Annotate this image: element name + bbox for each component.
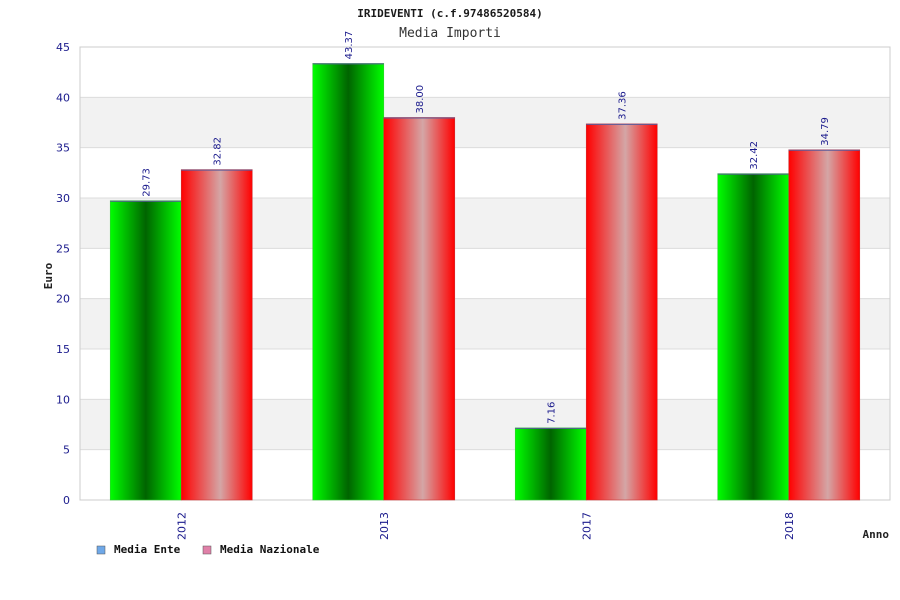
legend-label-media-nazionale: Media Nazionale <box>220 543 320 556</box>
bar-ente-2012 <box>109 200 182 501</box>
x-axis-ticks: 2012 2013 2017 2018 <box>175 512 796 540</box>
data-label-nazionale-2013: 38.00 <box>415 85 426 114</box>
data-label-ente-2012: 29.73 <box>142 168 153 197</box>
y-tick-label: 0 <box>63 494 70 507</box>
grid-band <box>80 97 890 148</box>
data-label-ente-2018: 32.42 <box>749 141 760 170</box>
bar-ente-2017 <box>514 427 587 501</box>
plot-frame <box>79 46 891 501</box>
data-label-ente-2017: 7.16 <box>547 402 558 424</box>
data-label-ente-2013: 43.37 <box>344 31 355 60</box>
legend-label-media-ente: Media Ente <box>114 543 181 556</box>
legend-swatch-media-ente <box>96 545 106 555</box>
y-tick-label: 15 <box>56 343 70 356</box>
bars <box>109 63 861 501</box>
y-tick-label: 20 <box>56 293 70 306</box>
bar-ente-2013 <box>312 63 385 501</box>
x-tick-label: 2017 <box>580 512 593 540</box>
x-tick-label: 2018 <box>783 512 796 540</box>
bar-nazionale-2013 <box>383 117 456 501</box>
bar-nazionale-2018 <box>788 149 861 501</box>
x-axis-label: Anno <box>863 528 890 541</box>
data-label-nazionale-2012: 32.82 <box>213 137 224 166</box>
data-labels: 29.73 32.82 43.37 38.00 7.16 37.36 32.42 34.79 <box>142 31 832 424</box>
y-tick-label: 45 <box>56 41 70 54</box>
legend-swatch-media-nazionale <box>202 545 212 555</box>
chart-subtitle: Media Importi <box>399 26 501 41</box>
y-tick-label: 25 <box>56 242 70 255</box>
data-label-nazionale-2017: 37.36 <box>618 91 629 120</box>
y-axis-ticks: 0 5 10 15 20 25 30 35 40 45 <box>56 41 70 507</box>
bar-nazionale-2017 <box>585 123 658 501</box>
bar-ente-2018 <box>717 173 790 501</box>
y-axis-label: Euro <box>42 262 55 289</box>
x-tick-label: 2012 <box>175 512 188 540</box>
y-tick-label: 5 <box>63 444 70 457</box>
y-tick-label: 10 <box>56 393 70 406</box>
y-tick-label: 30 <box>56 192 70 205</box>
y-tick-label: 40 <box>56 91 70 104</box>
bar-nazionale-2012 <box>180 169 253 501</box>
x-tick-label: 2013 <box>378 512 391 540</box>
chart-title: IRIDEVENTI (c.f.97486520584) <box>357 7 542 20</box>
y-tick-label: 35 <box>56 142 70 155</box>
data-label-nazionale-2018: 34.79 <box>820 117 831 146</box>
legend: Media Ente Media Nazionale <box>96 543 320 556</box>
